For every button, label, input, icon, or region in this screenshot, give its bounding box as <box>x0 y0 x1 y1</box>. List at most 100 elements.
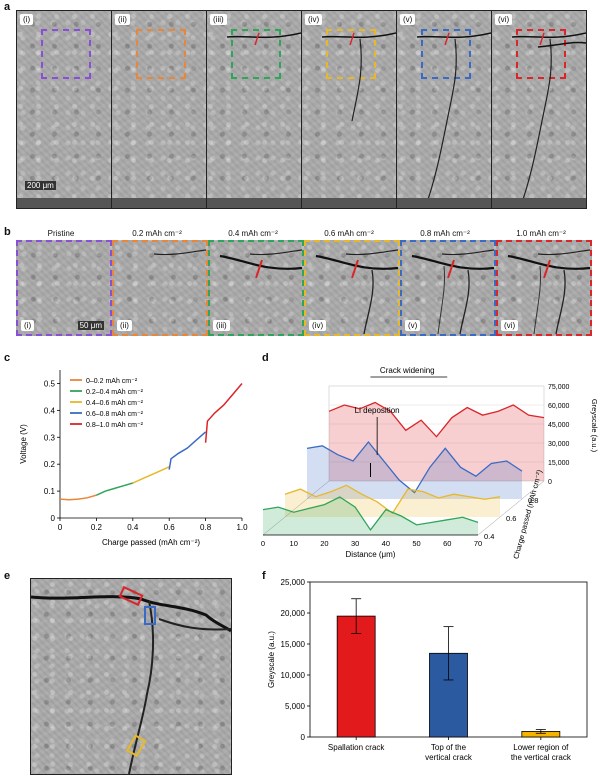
panel-d-label: d <box>262 352 269 364</box>
category-label: vertical crack <box>425 753 473 762</box>
legend-label: 0.8–1.0 mAh cm⁻² <box>86 422 144 429</box>
depth-tick-label: 0.8 <box>528 496 538 505</box>
ridge-line <box>262 496 479 532</box>
x-tick-label: 40 <box>382 539 390 548</box>
x-tick-label: 30 <box>351 539 359 548</box>
micrograph-a-3: (iii) <box>206 10 302 209</box>
series-line <box>96 482 134 496</box>
legend-label: 0.2–0.4 mAh cm⁻² <box>86 389 144 396</box>
y-axis-label: Greyscale (a.u.) <box>267 631 276 688</box>
roi-box <box>41 29 91 79</box>
depth-tick-label: 0.6 <box>506 514 516 523</box>
panel-c-label: c <box>4 352 11 364</box>
ridge-line <box>328 401 545 438</box>
crack <box>519 120 543 208</box>
crack <box>446 38 457 122</box>
panel-e-label: e <box>4 570 11 582</box>
ridge-line <box>284 484 501 515</box>
red-marker <box>351 259 359 279</box>
red-marker <box>254 32 260 46</box>
yellow-roi <box>125 734 147 758</box>
micrograph-e <box>30 578 232 775</box>
x-axis-label: Distance (μm) <box>346 550 396 559</box>
scale-bar-b: 50 μm <box>77 321 104 330</box>
crack <box>219 254 302 270</box>
micrograph-a-2: (ii) <box>111 10 207 209</box>
tile-tag: (iii) <box>213 320 230 331</box>
vertical-crack <box>128 600 155 774</box>
electrode-edge <box>112 198 206 208</box>
tile-tag: (ii) <box>115 14 130 25</box>
roi-box <box>326 29 376 79</box>
micrograph-b-5: (v) <box>400 240 496 336</box>
tile-tag: (vi) <box>501 320 519 331</box>
crack <box>533 265 542 334</box>
roi-box <box>421 29 471 79</box>
tile-tag: (iv) <box>309 320 327 331</box>
blue-roi <box>144 606 156 625</box>
panel-f-label: f <box>262 570 266 582</box>
crack <box>351 38 362 122</box>
series-line <box>132 466 170 484</box>
electrode-edge <box>397 198 491 208</box>
y-tick-label: 15,000 <box>281 640 306 649</box>
chart-f: 0 5,000 10,000 15,000 20,000 25,000 Greyscale … <box>267 578 588 762</box>
micrograph-a-1: (i) 200 μm <box>16 10 112 209</box>
crack <box>424 120 448 208</box>
ridge-line <box>306 440 523 494</box>
tile-tag: (v) <box>400 14 416 25</box>
red-roi <box>118 585 144 607</box>
crack <box>441 249 494 256</box>
tile-tag: (iii) <box>210 14 227 25</box>
red-marker <box>447 259 455 279</box>
roi-box <box>136 29 186 79</box>
micrograph-b-4: (iv) <box>304 240 400 336</box>
x-tick-label: 0.6 <box>164 523 176 532</box>
crack <box>537 41 586 48</box>
red-marker <box>349 32 355 46</box>
x-axis-label: Charge passed (mAh cm⁻²) <box>102 538 200 547</box>
z-tick-label: 0 <box>548 479 552 486</box>
series-line <box>59 494 97 501</box>
y-tick-label: 0.3 <box>44 433 56 442</box>
roi-box <box>516 29 566 79</box>
scale-bar-a: 200 μm <box>25 181 56 190</box>
annotation-widening: Crack widening <box>380 366 435 375</box>
y-tick-label: 20,000 <box>281 609 306 618</box>
y-tick-label: 0 <box>51 514 56 523</box>
micrograph-b-3: (iii) <box>208 240 304 336</box>
ridge-area <box>307 442 522 499</box>
panel-b-label: b <box>4 226 11 238</box>
y-tick-label: 0 <box>301 733 306 742</box>
panel-b-title: 0.4 mAh cm⁻² <box>228 229 278 238</box>
z-tick-label: 60,000 <box>548 403 570 410</box>
red-marker <box>539 32 545 46</box>
crack <box>363 269 374 334</box>
crack <box>345 249 398 256</box>
crack <box>459 269 470 334</box>
ridge-area <box>285 485 500 517</box>
x-tick-label: 60 <box>443 539 451 548</box>
crack <box>321 32 396 39</box>
spallation-crack <box>31 595 231 633</box>
chart-d: 0 15,000 30,000 45,000 60,000 75,000 0 10 20 30 40… <box>261 366 599 560</box>
branch-crack <box>158 618 231 631</box>
x-tick-label: 0.8 <box>200 523 212 532</box>
micrograph-a-5: (v) <box>396 10 492 209</box>
tile-tag: (v) <box>405 320 421 331</box>
panel-b-title: 0.8 mAh cm⁻² <box>420 229 470 238</box>
crack <box>511 32 586 39</box>
y-tick-label: 0.5 <box>44 379 56 388</box>
x-tick-label: 0 <box>58 523 63 532</box>
bar <box>336 615 376 738</box>
crack <box>541 38 552 122</box>
crack <box>411 254 494 270</box>
tile-tag: (vi) <box>495 14 513 25</box>
electrode-edge <box>207 198 301 208</box>
z-tick-label: 45,000 <box>548 422 570 429</box>
crack <box>437 265 446 334</box>
electrode-edge <box>492 198 586 208</box>
x-tick-label: 0.2 <box>91 523 103 532</box>
series-line <box>204 382 243 443</box>
panel-b-title: 0.2 mAh cm⁻² <box>132 229 182 238</box>
